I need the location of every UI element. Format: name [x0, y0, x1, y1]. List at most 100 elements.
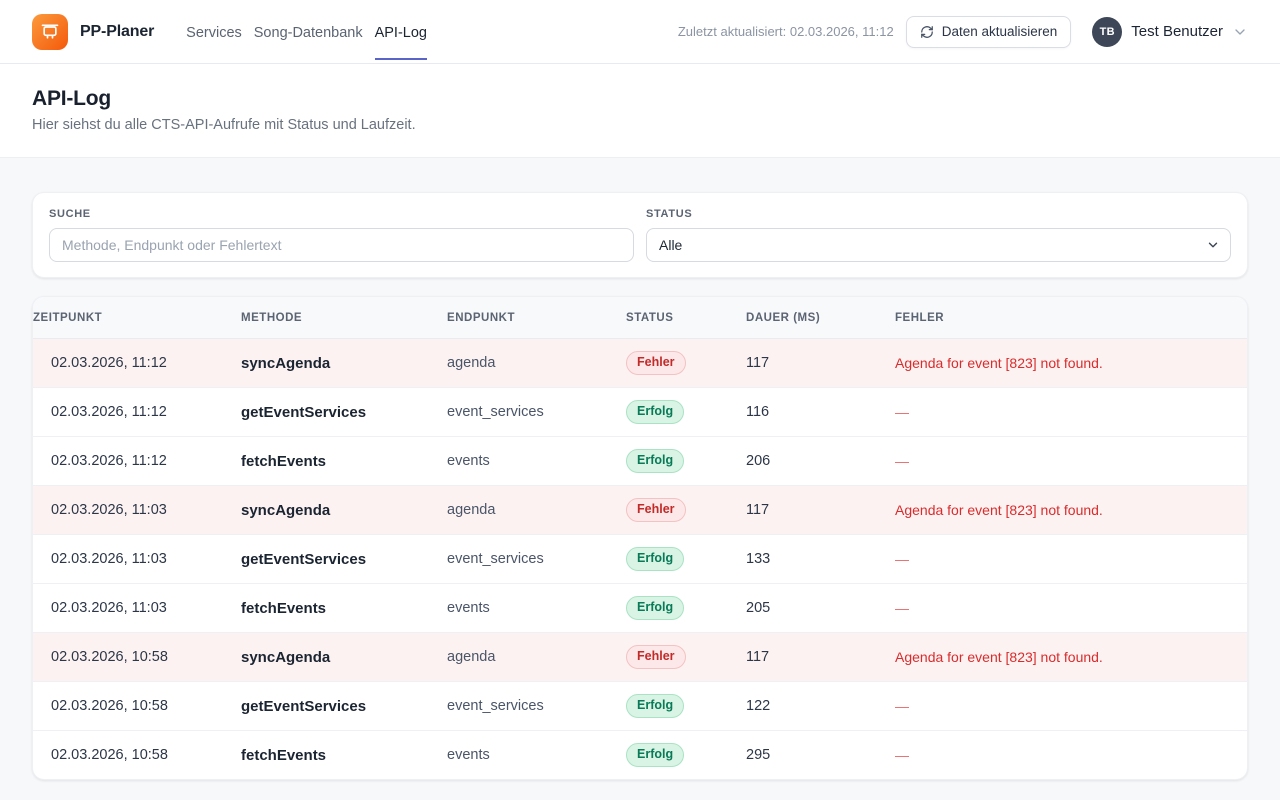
- cell-endpoint: agenda: [447, 338, 626, 388]
- error-cell-text: —: [895, 698, 909, 714]
- status-badge: Erfolg: [626, 743, 685, 767]
- brand-title: PP-Planer: [80, 22, 155, 40]
- cell-timestamp: 02.03.2026, 11:03: [33, 485, 241, 535]
- chevron-down-icon: [1232, 24, 1248, 40]
- cell-duration: 117: [746, 338, 895, 388]
- search-input[interactable]: [49, 228, 634, 262]
- cell-timestamp: 02.03.2026, 10:58: [51, 747, 168, 763]
- table-row: 02.03.2026, 10:58 getEventServices event…: [33, 681, 1247, 731]
- status-field: Status Alle: [646, 208, 1231, 262]
- last-updated-text: Zuletzt aktualisiert: 02.03.2026, 11:12: [677, 24, 894, 39]
- column-header: Zeitpunkt: [33, 297, 241, 339]
- cell-error: —: [895, 681, 1247, 731]
- page-header: API-Log Hier siehst du alle CTS-API-Aufr…: [0, 64, 1280, 158]
- cell-endpoint: events: [447, 747, 490, 763]
- cell-error: —: [895, 731, 1247, 780]
- cell-method: getEventServices: [241, 534, 447, 584]
- status-badge: Fehler: [626, 351, 686, 375]
- filter-card: Suche Status Alle: [32, 192, 1248, 278]
- error-cell-text: Agenda for event [823] not found.: [895, 502, 1103, 518]
- cell-method: getEventServices: [241, 387, 447, 437]
- cell-duration: 206: [746, 436, 895, 486]
- table-row: 02.03.2026, 11:03 fetchEvents events Erf…: [33, 583, 1247, 633]
- column-header: Dauer (ms): [746, 297, 895, 339]
- cell-endpoint: agenda: [447, 632, 626, 682]
- cell-duration: 122: [746, 681, 895, 731]
- cell-timestamp: 02.03.2026, 11:12: [33, 338, 241, 388]
- cell-method: syncAgenda: [241, 632, 447, 682]
- table-body: 02.03.2026, 11:12 syncAgenda agenda Fehl…: [33, 338, 1247, 780]
- table-row: 02.03.2026, 11:03 syncAgenda agenda Fehl…: [33, 485, 1247, 535]
- cell-error: Agenda for event [823] not found.: [895, 485, 1247, 535]
- cell-duration: 205: [746, 583, 895, 633]
- page-title: API-Log: [32, 87, 112, 110]
- status-badge: Fehler: [626, 645, 686, 669]
- cell-endpoint: event_services: [447, 387, 626, 437]
- status-label: Status: [646, 208, 693, 220]
- user-name: Test Benutzer: [1131, 23, 1223, 40]
- refresh-button-label: Daten aktualisieren: [941, 24, 1058, 39]
- error-cell-text: Agenda for event [823] not found.: [895, 355, 1103, 371]
- cell-status: Fehler: [626, 338, 746, 388]
- cell-timestamp: 02.03.2026, 11:03: [33, 583, 241, 633]
- error-cell-text: —: [895, 551, 909, 567]
- cell-duration: 295: [746, 747, 771, 763]
- page-subtitle: Hier siehst du alle CTS-API-Aufrufe mit …: [32, 117, 416, 133]
- avatar: TB: [1092, 16, 1123, 47]
- status-badge: Erfolg: [626, 596, 685, 620]
- status-select[interactable]: Alle: [646, 228, 1231, 262]
- column-header: Status: [626, 297, 746, 339]
- cell-method: syncAgenda: [241, 338, 447, 388]
- nav-item-api-log[interactable]: API-Log: [374, 4, 427, 60]
- status-badge: Erfolg: [626, 449, 685, 473]
- column-header: Methode: [241, 297, 447, 339]
- cell-timestamp: 02.03.2026, 10:58: [33, 681, 241, 731]
- presentation-logo-icon: [32, 13, 68, 50]
- error-cell-text: Agenda for event [823] not found.: [895, 649, 1103, 665]
- error-cell-text: —: [895, 404, 909, 420]
- search-label: Suche: [49, 208, 91, 220]
- main-nav: Services Song-Datenbank API-Log: [186, 4, 427, 60]
- api-log-table: Zeitpunkt Methode Endpunkt Status Dauer (ms)…: [33, 297, 1247, 779]
- table-row: 02.03.2026, 11:03 getEventServices event…: [33, 534, 1247, 584]
- table-header-row: Zeitpunkt Methode Endpunkt Status Dauer (ms)…: [33, 297, 1247, 339]
- header-right: Zuletzt aktualisiert: 02.03.2026, 11:12 …: [677, 15, 1248, 48]
- brand-home[interactable]: PP-Planer: [32, 13, 155, 50]
- cell-endpoint: event_services: [447, 681, 626, 731]
- cell-endpoint: agenda: [447, 485, 626, 535]
- cell-endpoint: events: [447, 583, 626, 633]
- status-badge: Erfolg: [626, 547, 685, 571]
- cell-error: Agenda for event [823] not found.: [895, 338, 1247, 388]
- cell-method: fetchEvents: [241, 583, 447, 633]
- cell-method: getEventServices: [241, 681, 447, 731]
- cell-status: Fehler: [626, 485, 746, 535]
- table-row: 02.03.2026, 11:12 syncAgenda agenda Fehl…: [33, 338, 1247, 388]
- cell-status: Erfolg: [626, 436, 746, 486]
- table-row: 02.03.2026, 10:58 syncAgenda agenda Fehl…: [33, 632, 1247, 682]
- cell-error: —: [895, 534, 1247, 584]
- api-log-table-card: Zeitpunkt Methode Endpunkt Status Dauer (ms)…: [32, 296, 1248, 780]
- cell-endpoint: event_services: [447, 534, 626, 584]
- nav-item-services[interactable]: Services: [186, 24, 242, 41]
- error-cell-text: —: [895, 600, 909, 616]
- cell-status: Erfolg: [626, 731, 746, 780]
- cell-method: fetchEvents: [241, 746, 327, 764]
- cell-timestamp: 02.03.2026, 11:12: [33, 387, 241, 437]
- nav-item-song-datenbank[interactable]: Song-Datenbank: [253, 24, 363, 41]
- error-cell-text: —: [895, 747, 909, 763]
- error-cell-text: —: [895, 453, 909, 469]
- user-menu[interactable]: TB Test Benutzer: [1092, 16, 1248, 47]
- cell-error: —: [895, 387, 1247, 437]
- cell-duration: 117: [746, 485, 895, 535]
- table-row: 02.03.2026, 11:12 getEventServices event…: [33, 387, 1247, 437]
- cell-error: —: [895, 583, 1247, 633]
- cell-duration: 133: [746, 534, 895, 584]
- refresh-data-button[interactable]: Daten aktualisieren: [905, 15, 1072, 48]
- refresh-icon: [920, 25, 933, 38]
- column-header: Fehler: [895, 297, 1247, 339]
- column-header: Endpunkt: [447, 297, 626, 339]
- main-content: Suche Status Alle ZeitpunktMeth: [0, 158, 1280, 780]
- status-badge: Fehler: [626, 498, 686, 522]
- cell-status: Fehler: [626, 632, 746, 682]
- cell-method: fetchEvents: [241, 436, 447, 486]
